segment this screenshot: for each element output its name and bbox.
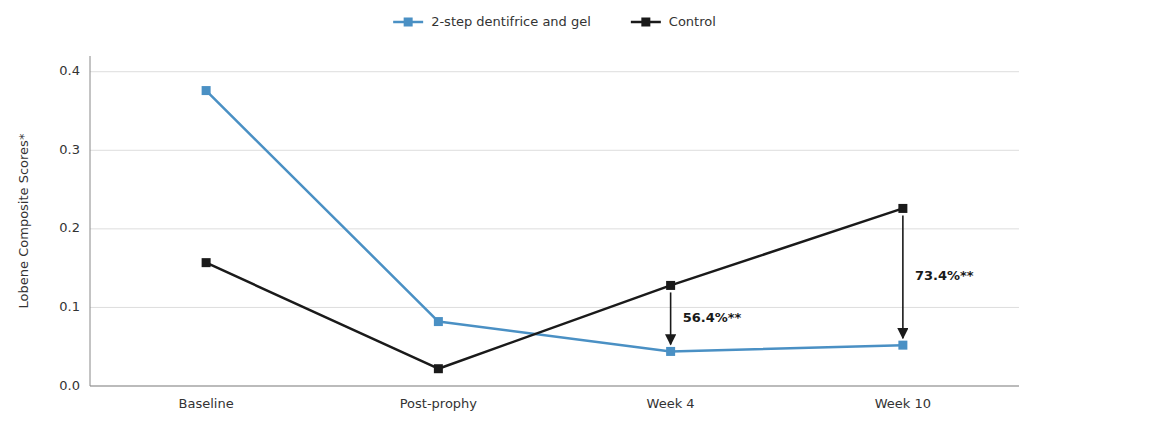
grid-line <box>90 307 1019 308</box>
x-tick-label: Post-prophy <box>400 396 478 411</box>
legend: 2-step dentifrice and gel Control <box>393 14 716 29</box>
annotation-text: 73.4%** <box>915 268 974 283</box>
legend-label: Control <box>669 14 716 29</box>
x-tick-label: Baseline <box>179 396 234 411</box>
chart: 0.0 0.1 0.2 0.3 0.4 Baseline Post-prophy Week 4… <box>0 0 1149 430</box>
legend-item: Control <box>631 14 716 29</box>
legend-item: 2-step dentifrice and gel <box>393 14 591 29</box>
y-tick-label: 0.2 <box>59 220 80 235</box>
legend-swatch-marker <box>404 18 413 27</box>
y-axis-line <box>90 56 91 386</box>
grid <box>90 72 1019 386</box>
y-tick-label: 0.3 <box>59 142 80 157</box>
x-axis-line <box>90 386 1019 387</box>
series-marker <box>898 204 907 213</box>
grid-line <box>90 71 1019 72</box>
grid-line <box>90 150 1019 151</box>
series-marker <box>434 317 443 326</box>
grid-line <box>90 386 1019 387</box>
series-group <box>202 86 908 373</box>
grid-line <box>90 228 1019 229</box>
annotation-arrow <box>670 292 672 344</box>
series-line <box>206 208 903 368</box>
x-tick-label: Week 10 <box>875 396 931 411</box>
series-marker <box>666 347 675 356</box>
y-tick-label: 0.1 <box>59 299 80 314</box>
annotation-arrow <box>902 215 904 338</box>
legend-swatch-marker <box>641 18 650 27</box>
series-line <box>206 91 903 352</box>
annotation-text: 56.4%** <box>683 310 742 325</box>
x-tick-label: Week 4 <box>647 396 695 411</box>
y-axis-label: Lobene Composite Scores* <box>16 133 31 308</box>
series-marker <box>898 341 907 350</box>
series-marker <box>666 281 675 290</box>
series-marker <box>202 86 211 95</box>
series-marker <box>202 258 211 267</box>
legend-label: 2-step dentifrice and gel <box>431 14 591 29</box>
y-tick-label: 0.0 <box>59 378 80 393</box>
y-tick-label: 0.4 <box>59 63 80 78</box>
series-marker <box>434 364 443 373</box>
